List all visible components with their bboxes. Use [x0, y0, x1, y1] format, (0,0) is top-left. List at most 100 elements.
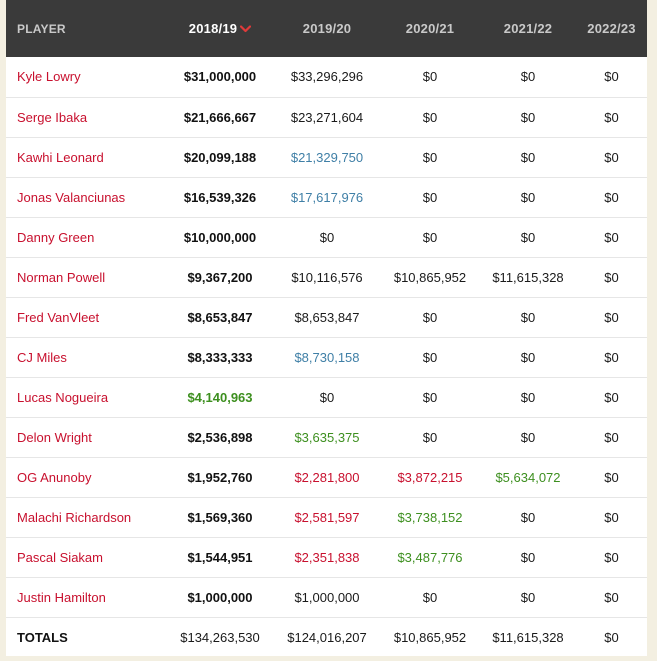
salary-cell: $0: [604, 189, 619, 205]
salary-cell: $0: [520, 189, 536, 205]
table-row: Danny Green $10,000,000 $0 $0 $0 $0: [6, 217, 647, 257]
salary-cell: $11,615,328: [492, 269, 564, 285]
column-header-player[interactable]: PLAYER: [17, 21, 66, 36]
salary-cell: $2,281,800: [294, 469, 360, 485]
column-header-season-3[interactable]: 2020/21: [405, 21, 455, 36]
table-row: OG Anunoby $1,952,760 $2,281,800 $3,872,215…: [6, 457, 647, 497]
salary-cell: $0: [604, 149, 619, 165]
salary-cell: $0: [604, 309, 619, 325]
salary-cell: $0: [604, 589, 619, 605]
table-row: Justin Hamilton $1,000,000 $1,000,000 $0 $0 $…: [6, 577, 647, 617]
table-row: Fred VanVleet $8,653,847 $8,653,847 $0 $0 $0: [6, 297, 647, 337]
table-row: Norman Powell $9,367,200 $10,116,576 $10,86…: [6, 257, 647, 297]
salary-cell: $0: [319, 229, 335, 245]
salary-cell: $0: [604, 349, 619, 365]
table-row: Kyle Lowry $31,000,000 $33,296,296 $0 $0 $0: [6, 57, 647, 97]
salary-cell: $0: [422, 349, 438, 365]
salary-cell: $1,952,760: [187, 469, 253, 485]
salary-cell: $8,333,333: [187, 349, 253, 365]
salary-cell: $21,329,750: [290, 149, 364, 165]
total-cell: $10,865,952: [393, 629, 467, 645]
salary-cell: $0: [520, 229, 536, 245]
salary-cell: $0: [520, 589, 536, 605]
salary-cell: $9,367,200: [187, 269, 253, 285]
salary-cell: $0: [604, 269, 619, 285]
salary-cell: $0: [520, 149, 536, 165]
player-name-link[interactable]: Kawhi Leonard: [17, 149, 104, 165]
salary-cell: $10,865,952: [393, 269, 467, 285]
column-header-season-4[interactable]: 2021/22: [503, 21, 553, 36]
player-name-link[interactable]: Danny Green: [17, 229, 95, 245]
salary-cell: $21,666,667: [183, 109, 257, 125]
player-name-link[interactable]: CJ Miles: [17, 349, 67, 365]
player-name-link[interactable]: Norman Powell: [17, 269, 106, 285]
table-row: CJ Miles $8,333,333 $8,730,158 $0 $0 $0: [6, 337, 647, 377]
column-header-season-1[interactable]: 2018/19: [166, 0, 274, 57]
salary-cell: $0: [520, 429, 536, 445]
player-name-link[interactable]: Kyle Lowry: [17, 69, 81, 85]
salary-cell: $10,000,000: [183, 229, 257, 245]
salary-cell: $8,653,847: [294, 309, 360, 325]
table-row: Delon Wright $2,536,898 $3,635,375 $0 $0 $0: [6, 417, 647, 457]
player-name-link[interactable]: Lucas Nogueira: [17, 389, 109, 405]
salary-table: PLAYER 2018/19 2019/20 2020/21 2021/22 2…: [6, 0, 647, 657]
salary-cell: $16,539,326: [183, 189, 257, 205]
salary-cell: $0: [422, 69, 438, 85]
salary-cell: $0: [604, 109, 619, 125]
salary-cell: $3,487,776: [397, 549, 463, 565]
player-name-link[interactable]: Malachi Richardson: [17, 509, 132, 525]
table-header-row: PLAYER 2018/19 2019/20 2020/21 2021/22 2…: [6, 0, 647, 57]
column-header-season-5[interactable]: 2022/23: [587, 21, 636, 36]
totals-label: TOTALS: [17, 629, 68, 645]
salary-cell: $0: [520, 109, 536, 125]
salary-cell: $0: [422, 149, 438, 165]
salary-cell: $1,000,000: [187, 589, 253, 605]
table-row: Serge Ibaka $21,666,667 $23,271,604 $0 $0 $0: [6, 97, 647, 137]
total-cell: $11,615,328: [492, 629, 564, 645]
salary-cell: $2,581,597: [294, 509, 360, 525]
player-name-link[interactable]: Jonas Valanciunas: [17, 189, 126, 205]
salary-cell: $2,351,838: [294, 549, 360, 565]
salary-cell: $2,536,898: [187, 429, 253, 445]
salary-cell: $0: [520, 309, 536, 325]
salary-cell: $0: [520, 389, 536, 405]
table-row: Jonas Valanciunas $16,539,326 $17,617,976 $…: [6, 177, 647, 217]
salary-cell: $0: [520, 69, 536, 85]
salary-cell: $0: [520, 349, 536, 365]
salary-cell: $1,544,951: [187, 549, 253, 565]
table-body: Kyle Lowry $31,000,000 $33,296,296 $0 $0 $0 Se…: [6, 57, 647, 657]
salary-cell: $0: [520, 509, 536, 525]
salary-cell: $5,634,072: [495, 469, 561, 485]
salary-cell: $0: [422, 589, 438, 605]
salary-cell: $1,569,360: [187, 509, 253, 525]
total-cell: $124,016,207: [287, 629, 367, 645]
salary-cell: $10,116,576: [291, 269, 363, 285]
salary-cell: $17,617,976: [290, 189, 364, 205]
salary-cell: $23,271,604: [290, 109, 364, 125]
salary-cell: $0: [422, 109, 438, 125]
column-header-season-2[interactable]: 2019/20: [302, 21, 352, 36]
salary-cell: $3,872,215: [397, 469, 463, 485]
salary-table-panel: PLAYER 2018/19 2019/20 2020/21 2021/22 2…: [6, 0, 647, 656]
totals-row: TOTALS $134,263,530 $124,016,207 $10,865,95…: [6, 617, 647, 657]
salary-cell: $1,000,000: [294, 589, 360, 605]
salary-cell: $20,099,188: [183, 149, 257, 165]
salary-cell: $0: [604, 389, 619, 405]
salary-cell: $0: [604, 429, 619, 445]
salary-cell: $3,738,152: [397, 509, 463, 525]
player-name-link[interactable]: Serge Ibaka: [17, 109, 88, 125]
table-row: Lucas Nogueira $4,140,963 $0 $0 $0 $0: [6, 377, 647, 417]
salary-cell: $0: [604, 229, 619, 245]
salary-cell: $0: [422, 429, 438, 445]
salary-cell: $3,635,375: [294, 429, 360, 445]
salary-cell: $0: [520, 549, 536, 565]
player-name-link[interactable]: OG Anunoby: [17, 469, 92, 485]
salary-cell: $0: [422, 229, 438, 245]
player-name-link[interactable]: Pascal Siakam: [17, 549, 103, 565]
salary-cell: $0: [422, 309, 438, 325]
player-name-link[interactable]: Delon Wright: [17, 429, 92, 445]
salary-cell: $8,653,847: [187, 309, 253, 325]
player-name-link[interactable]: Fred VanVleet: [17, 309, 100, 325]
salary-cell: $33,296,296: [290, 69, 364, 85]
player-name-link[interactable]: Justin Hamilton: [17, 589, 106, 605]
